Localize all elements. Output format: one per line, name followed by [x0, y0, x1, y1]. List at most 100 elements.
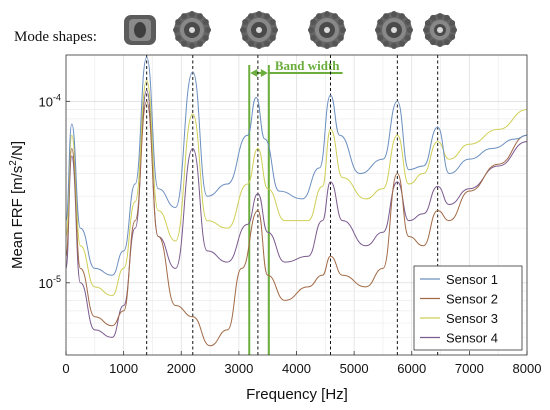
series-line-sensor-4 — [65, 89, 528, 338]
mode-shape-bore — [324, 27, 330, 33]
mode-shape-tooth — [310, 35, 317, 41]
mode-shape-tooth — [337, 35, 344, 41]
mode-shape-tooth — [269, 35, 276, 41]
legend-entry: Sensor 3 — [446, 311, 498, 326]
mode-shape-tooth — [430, 14, 436, 21]
mode-shape-tooth — [173, 27, 179, 33]
mode-shape-tooth — [404, 19, 411, 25]
mode-frequency-markers — [146, 55, 439, 355]
legend: Sensor 1 Sensor 2 Sensor 3 Sensor 4 — [413, 265, 523, 351]
y-axis-label: Mean FRF [m/s2/N] — [8, 141, 26, 269]
mode-shapes-label: Mode shapes: — [14, 29, 97, 45]
x-tick-label: 8000 — [513, 361, 542, 376]
mode-shape-tooth — [324, 43, 330, 49]
y-tick-base: 10 — [39, 276, 53, 291]
x-tick-label: 4000 — [282, 361, 311, 376]
mode-shape-tooth — [377, 35, 384, 41]
y-axis-label-sup: 2 — [8, 160, 19, 166]
mode-shape-tooth — [181, 40, 187, 47]
mode-shape-tooth — [337, 19, 344, 25]
y-tick-exponent: -4 — [53, 92, 61, 102]
legend-entry: Sensor 2 — [446, 292, 498, 307]
mode-shape-tooth — [181, 13, 187, 20]
mode-shape-tooth — [444, 14, 450, 21]
mode-shape-tooth — [383, 40, 389, 47]
series-lines — [65, 56, 528, 347]
mode-shape-tooth — [404, 35, 411, 41]
mode-shape-tooth — [449, 34, 456, 40]
mode-shape-tooth — [375, 27, 381, 33]
mode-shape-tooth — [324, 11, 330, 17]
mode-shape-tooth — [437, 41, 443, 47]
mode-shape-tooth — [197, 13, 203, 20]
mode-shape-tooth — [424, 20, 431, 26]
mode-shape-tooth — [444, 39, 450, 46]
mode-shape-tooth — [269, 19, 276, 25]
mode-shape-tooth — [316, 13, 322, 20]
mode-shape-tooth — [256, 43, 262, 49]
mode-shape-tooth — [272, 27, 278, 33]
mode-shape-tooth — [175, 35, 182, 41]
mode-shape-images — [124, 11, 457, 49]
mode-shape-tooth — [316, 40, 322, 47]
y-axis-label-main: Mean FRF [m/s — [9, 166, 26, 269]
mode-shape-tooth — [189, 43, 195, 49]
mode-shape-image — [173, 11, 211, 49]
x-tick-label: 5000 — [340, 361, 369, 376]
x-tick-label: 0 — [62, 361, 69, 376]
band-arrow-head-right — [260, 69, 268, 77]
x-tick-label: 1000 — [109, 361, 138, 376]
mode-shape-tooth — [332, 13, 338, 20]
mode-shape-tooth — [437, 13, 443, 19]
mode-shape-tooth — [310, 19, 317, 25]
mode-shape-tooth — [399, 13, 405, 20]
y-axis-label-tail: /N] — [9, 141, 26, 160]
mode-shape-tooth — [430, 39, 436, 46]
y-tick-label: 10-4 — [39, 92, 61, 109]
mode-shape-tooth — [399, 40, 405, 47]
band-arrow-head-left — [250, 69, 258, 77]
mode-shape-bore — [437, 27, 443, 33]
mode-shape-tooth — [248, 13, 254, 20]
mode-shape-tooth — [391, 43, 397, 49]
y-tick-label: 10-5 — [39, 274, 61, 291]
y-tick-base: 10 — [39, 94, 53, 109]
x-axis-label: Frequency [Hz] — [246, 386, 348, 403]
mode-shape-bore — [391, 27, 397, 33]
mode-shape-tooth — [340, 27, 346, 33]
series-line-sensor-1 — [65, 56, 528, 276]
mode-shape-tooth — [423, 27, 429, 33]
mode-shape-tooth — [407, 27, 413, 33]
mode-shape-image — [124, 15, 156, 45]
legend-entry: Sensor 4 — [446, 331, 498, 346]
mode-shape-core — [134, 22, 146, 38]
mode-shape-image — [375, 11, 413, 49]
mode-shape-tooth — [264, 40, 270, 47]
series-line-sensor-2 — [65, 100, 528, 347]
x-tick-label: 2000 — [167, 361, 196, 376]
band-width-label: Band width — [275, 58, 340, 73]
grid-lines — [66, 55, 527, 355]
x-tick-label: 3000 — [224, 361, 253, 376]
mode-shape-tooth — [449, 20, 456, 26]
mode-shape-tooth — [248, 40, 254, 47]
x-tick-label: 6000 — [397, 361, 426, 376]
y-tick-exponent: -5 — [53, 274, 61, 284]
mode-shape-image — [240, 11, 278, 49]
x-tick-label: 7000 — [455, 361, 484, 376]
mode-shape-tooth — [383, 13, 389, 20]
mode-shape-tooth — [202, 35, 209, 41]
mode-shape-tooth — [377, 19, 384, 25]
series-line-sensor-3 — [65, 80, 528, 297]
mode-shape-tooth — [451, 27, 457, 33]
mode-shape-tooth — [202, 19, 209, 25]
mode-shape-tooth — [240, 27, 246, 33]
legend-box — [413, 265, 523, 351]
mode-shape-tooth — [264, 13, 270, 20]
mode-shape-tooth — [424, 34, 431, 40]
mode-shape-tooth — [332, 40, 338, 47]
mode-shape-tooth — [242, 35, 249, 41]
mode-shape-bore — [189, 27, 195, 33]
mode-shape-tooth — [175, 19, 182, 25]
mode-shape-tooth — [256, 11, 262, 17]
